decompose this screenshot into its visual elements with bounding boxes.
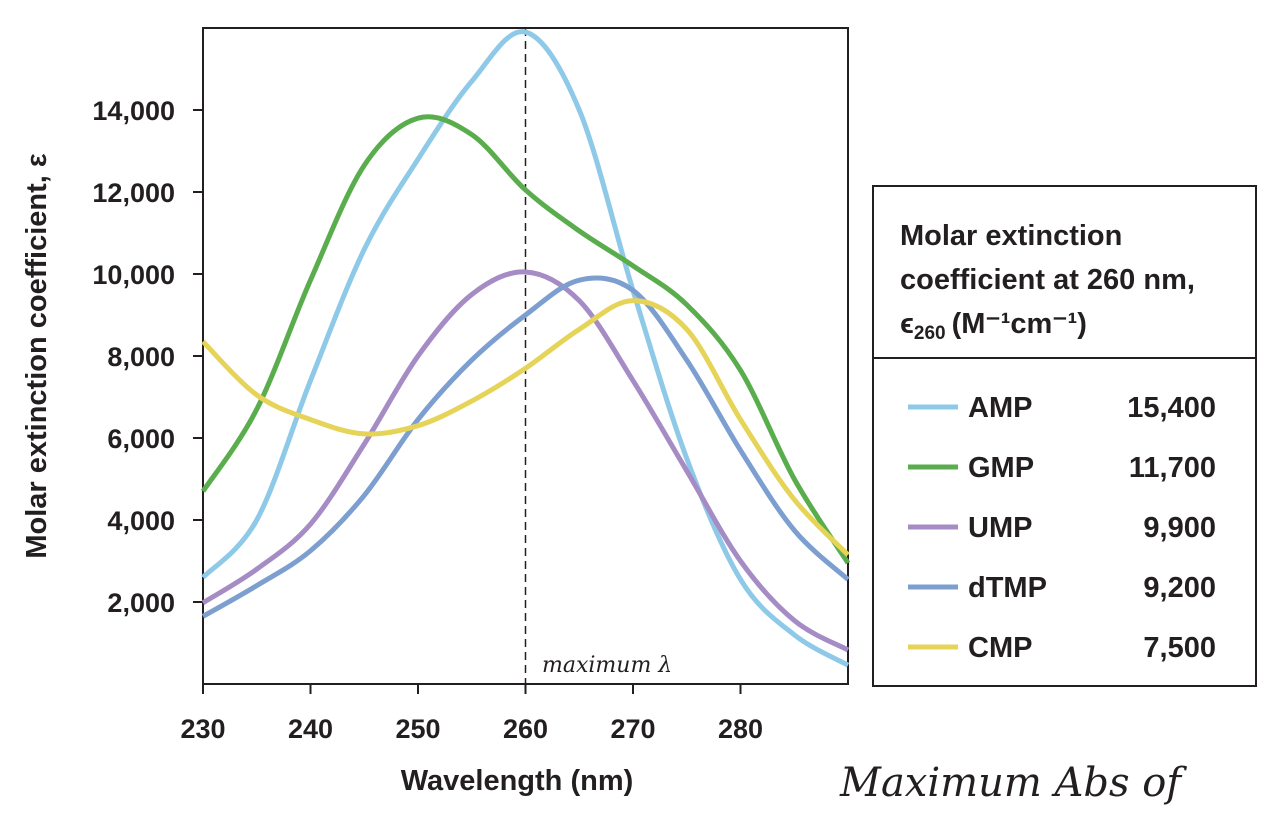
epsilon: ϵ	[900, 308, 914, 340]
annotation: maximum λ	[542, 653, 672, 678]
x-tick-label: 270	[610, 714, 655, 744]
y-tick-label: 4,000	[107, 506, 175, 536]
series-line	[201, 29, 850, 668]
legend-value: 7,500	[1143, 632, 1216, 664]
x-axis-label: Wavelength (nm)	[401, 765, 634, 797]
legend-value: 9,900	[1143, 512, 1216, 544]
legend-label: AMP	[968, 392, 1032, 424]
legend-title: Molar extinction	[900, 220, 1122, 252]
annotation: Maximum Abs of	[839, 760, 1187, 806]
x-tick-label: 280	[718, 714, 763, 744]
legend-value: 11,700	[1129, 452, 1216, 484]
legend-label: dTMP	[968, 572, 1047, 604]
series-line	[201, 298, 850, 557]
legend-value: 15,400	[1127, 392, 1216, 424]
y-tick-label: 14,000	[92, 96, 175, 126]
series-line	[200, 114, 851, 565]
y-tick-label: 8,000	[107, 342, 175, 372]
y-axis-label: Molar extinction coefficient, ε	[21, 153, 53, 559]
x-tick-label: 230	[180, 714, 225, 744]
y-tick-label: 12,000	[92, 178, 175, 208]
legend-value: 9,200	[1143, 572, 1216, 604]
legend-label: CMP	[968, 632, 1032, 664]
legend-unit: ϵ260 (M⁻¹cm⁻¹)	[900, 308, 1087, 344]
series-line	[201, 275, 850, 619]
x-tick-label: 240	[288, 714, 333, 744]
y-tick-label: 10,000	[92, 260, 175, 290]
legend-title: coefficient at 260 nm,	[900, 264, 1195, 296]
y-tick-label: 2,000	[107, 588, 175, 618]
legend-box	[872, 185, 1257, 687]
x-tick-label: 260	[503, 714, 548, 744]
y-tick-label: 6,000	[107, 424, 175, 454]
series-line	[201, 269, 850, 653]
x-tick-label: 250	[395, 714, 440, 744]
unit: (M⁻¹cm⁻¹)	[952, 308, 1087, 340]
legend-label: UMP	[968, 512, 1032, 544]
legend-label: GMP	[968, 452, 1034, 484]
subscript: 260	[914, 323, 946, 344]
